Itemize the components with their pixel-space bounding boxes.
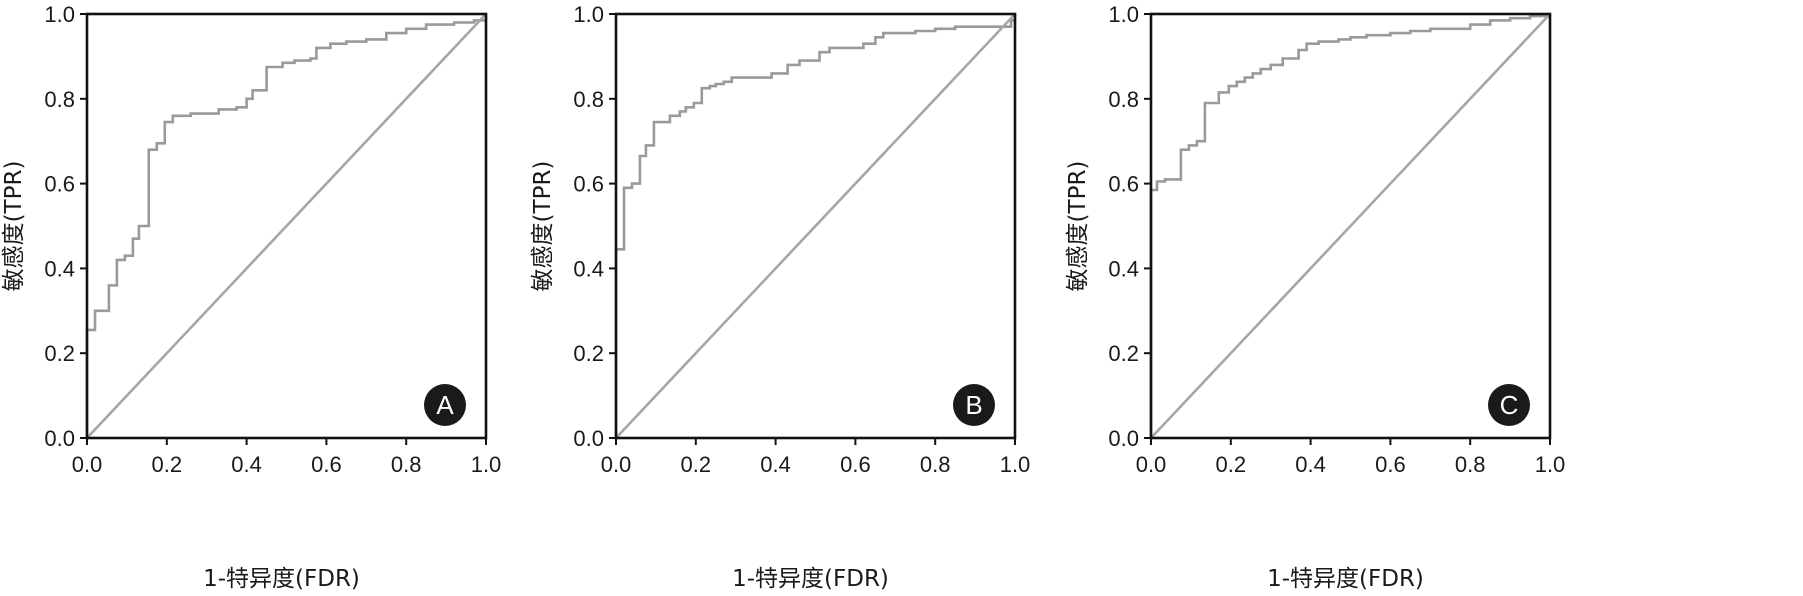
y-tick-label: 0.0 (44, 426, 75, 451)
y-axis-title: 敏感度(TPR) (1, 161, 27, 292)
y-tick-label: 0.6 (573, 172, 604, 197)
x-tick-label: 0.6 (1375, 452, 1406, 477)
x-tick-label: 0.4 (1295, 452, 1326, 477)
x-axis-title: 1-特异度(FDR) (732, 566, 889, 592)
roc-curve (1149, 14, 1552, 438)
x-tick-label: 0.8 (920, 452, 951, 477)
x-tick-label: 1.0 (471, 452, 502, 477)
x-tick-label: 0.8 (391, 452, 422, 477)
x-tick-label: 0.4 (760, 452, 791, 477)
y-tick-label: 0.6 (44, 172, 75, 197)
y-tick-label: 0.8 (44, 87, 75, 112)
y-tick-label: 1.0 (1108, 2, 1139, 27)
y-tick-label: 0.2 (1108, 341, 1139, 366)
y-tick-label: 0.6 (1108, 172, 1139, 197)
x-tick-label: 0.2 (152, 452, 183, 477)
x-tick-label: 0.8 (1455, 452, 1486, 477)
panel-letter: C (1500, 390, 1519, 420)
x-tick-label: 0.6 (840, 452, 871, 477)
x-tick-label: 0.2 (681, 452, 712, 477)
y-tick-label: 1.0 (44, 2, 75, 27)
roc-curve (614, 14, 1017, 438)
y-tick-label: 0.0 (1108, 426, 1139, 451)
y-tick-label: 0.4 (573, 256, 604, 281)
y-tick-label: 0.8 (573, 87, 604, 112)
panel-letter: A (436, 390, 454, 420)
y-tick-label: 1.0 (573, 2, 604, 27)
panel-badge (424, 384, 466, 426)
x-tick-label: 0.0 (72, 452, 103, 477)
x-tick-label: 0.0 (601, 452, 632, 477)
y-axis-title: 敏感度(TPR) (530, 161, 556, 292)
x-axis-title: 1-特异度(FDR) (1267, 566, 1424, 592)
x-axis-title: 1-特异度(FDR) (203, 566, 360, 592)
plot-frame (614, 12, 1017, 440)
reference-diagonal (615, 13, 1016, 439)
y-tick-label: 0.4 (1108, 256, 1139, 281)
reference-diagonal (1150, 13, 1551, 439)
y-tick-label: 0.2 (44, 341, 75, 366)
y-axis-title: 敏感度(TPR) (1065, 161, 1091, 292)
y-tick-label: 0.4 (44, 256, 75, 281)
y-tick-label: 0.0 (573, 426, 604, 451)
roc-panel-a: 0.0 0.2 0.4 0.6 0.8 1.0 0.0 0.2 0.4 0.6 0.8 1.0 1-特异… (1, 2, 501, 592)
roc-curve (85, 14, 488, 438)
x-tick-label: 1.0 (1535, 452, 1566, 477)
panel-badge (953, 384, 995, 426)
plot-frame (1149, 12, 1552, 440)
panel-badge (1488, 384, 1530, 426)
panel-letter: B (965, 390, 982, 420)
x-tick-label: 0.4 (231, 452, 262, 477)
reference-diagonal (86, 13, 487, 439)
roc-panel-b: 0.0 0.2 0.4 0.6 0.8 1.0 0.0 0.2 0.4 0.6 0.8 1.0 1-特异… (530, 2, 1030, 592)
x-tick-label: 0.2 (1216, 452, 1247, 477)
x-tick-label: 1.0 (1000, 452, 1031, 477)
x-tick-label: 0.0 (1136, 452, 1167, 477)
plot-frame (85, 12, 488, 440)
y-tick-label: 0.8 (1108, 87, 1139, 112)
roc-panel-c: 0.0 0.2 0.4 0.6 0.8 1.0 0.0 0.2 0.4 0.6 0.8 1.0 1-特异… (1065, 2, 1565, 592)
x-tick-label: 0.6 (311, 452, 342, 477)
y-tick-label: 0.2 (573, 341, 604, 366)
